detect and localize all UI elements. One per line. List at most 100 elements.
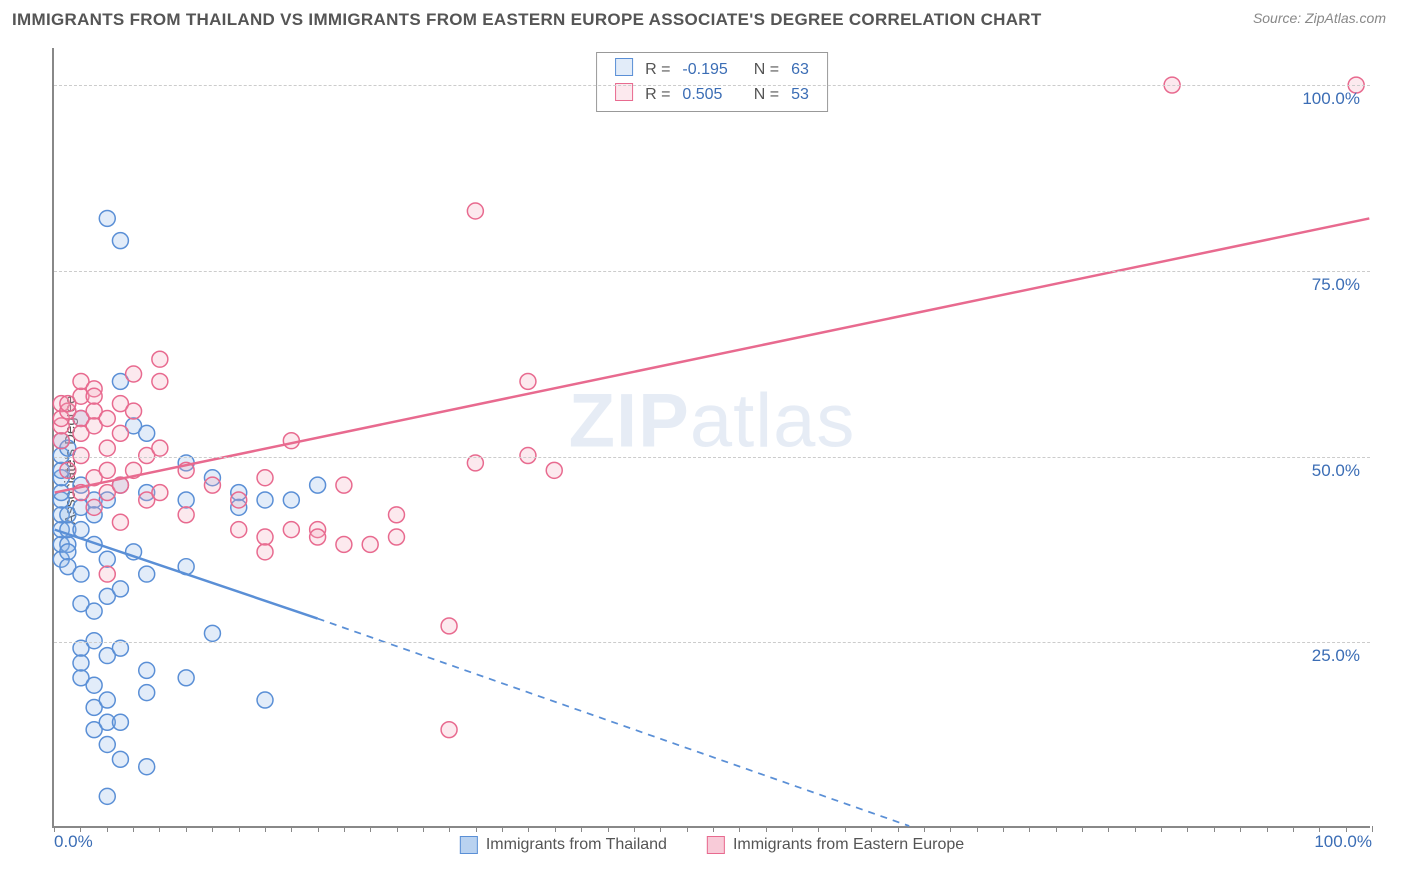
scatter-point <box>139 566 155 582</box>
x-tick <box>291 826 292 832</box>
scatter-point <box>112 233 128 249</box>
scatter-point <box>99 462 115 478</box>
source-value: ZipAtlas.com <box>1305 10 1386 26</box>
scatter-point <box>73 655 89 671</box>
scatter-point <box>231 492 247 508</box>
scatter-point <box>86 388 102 404</box>
x-tick <box>898 826 899 832</box>
x-tick <box>634 826 635 832</box>
scatter-point <box>86 603 102 619</box>
x-tick <box>1372 826 1373 832</box>
x-tick <box>1135 826 1136 832</box>
scatter-point <box>86 633 102 649</box>
scatter-point <box>73 522 89 538</box>
x-tick <box>608 826 609 832</box>
scatter-point <box>99 551 115 567</box>
x-tick <box>555 826 556 832</box>
scatter-point <box>152 440 168 456</box>
y-tick-label: 25.0% <box>1312 646 1360 666</box>
x-tick <box>1161 826 1162 832</box>
source-label: Source: <box>1253 10 1301 26</box>
x-tick <box>449 826 450 832</box>
gridline <box>54 271 1370 272</box>
x-tick <box>1240 826 1241 832</box>
x-tick <box>1214 826 1215 832</box>
gridline <box>54 85 1370 86</box>
scatter-point <box>257 492 273 508</box>
x-tick <box>186 826 187 832</box>
scatter-point <box>99 440 115 456</box>
scatter-point <box>310 529 326 545</box>
x-tick <box>397 826 398 832</box>
x-tick <box>845 826 846 832</box>
gridline <box>54 642 1370 643</box>
scatter-point <box>53 433 69 449</box>
legend-item: Immigrants from Eastern Europe <box>707 836 964 854</box>
scatter-point <box>99 737 115 753</box>
scatter-point <box>336 477 352 493</box>
x-tick <box>212 826 213 832</box>
legend-r-label: R = <box>639 57 676 82</box>
scatter-point <box>99 788 115 804</box>
scatter-point <box>546 462 562 478</box>
source-attribution: Source: ZipAtlas.com <box>1253 10 1386 26</box>
scatter-point <box>257 529 273 545</box>
x-tick <box>660 826 661 832</box>
x-tick <box>423 826 424 832</box>
x-tick <box>713 826 714 832</box>
x-tick <box>1003 826 1004 832</box>
chart-container: Associate's Degree ZIPatlas R =-0.195N =… <box>12 40 1392 880</box>
scatter-point <box>86 499 102 515</box>
legend-n-value: 63 <box>785 57 815 82</box>
scatter-point <box>204 477 220 493</box>
x-tick <box>950 826 951 832</box>
scatter-point <box>178 670 194 686</box>
legend-label: Immigrants from Eastern Europe <box>733 836 964 854</box>
trend-line <box>55 218 1370 492</box>
scatter-point <box>152 373 168 389</box>
scatter-point <box>257 692 273 708</box>
scatter-point <box>283 433 299 449</box>
scatter-point <box>520 448 536 464</box>
scatter-point <box>283 522 299 538</box>
scatter-point <box>73 448 89 464</box>
legend-row: R =-0.195N =63 <box>609 57 815 82</box>
legend-n-label: N = <box>748 57 785 82</box>
series-legend: Immigrants from Thailand Immigrants from … <box>460 836 964 854</box>
x-tick <box>133 826 134 832</box>
x-tick-label: 100.0% <box>1314 832 1372 852</box>
x-tick <box>107 826 108 832</box>
x-tick <box>977 826 978 832</box>
legend-swatch <box>460 836 478 854</box>
y-tick-label: 75.0% <box>1312 275 1360 295</box>
scatter-point <box>112 751 128 767</box>
plot-area: ZIPatlas R =-0.195N =63R =0.505N =53 Imm… <box>52 48 1370 828</box>
x-tick <box>1108 826 1109 832</box>
scatter-point <box>152 485 168 501</box>
x-tick <box>476 826 477 832</box>
x-tick <box>1293 826 1294 832</box>
scatter-point <box>86 677 102 693</box>
x-tick <box>687 826 688 832</box>
scatter-point <box>60 544 76 560</box>
scatter-point <box>441 618 457 634</box>
scatter-point <box>520 373 536 389</box>
legend-label: Immigrants from Thailand <box>486 836 667 854</box>
x-tick <box>1187 826 1188 832</box>
x-tick <box>528 826 529 832</box>
scatter-point <box>310 477 326 493</box>
scatter-point <box>152 351 168 367</box>
scatter-point <box>139 425 155 441</box>
scatter-point <box>112 425 128 441</box>
scatter-point <box>99 692 115 708</box>
scatter-point <box>204 625 220 641</box>
x-tick <box>502 826 503 832</box>
scatter-point <box>126 366 142 382</box>
scatter-point <box>139 685 155 701</box>
legend-swatch <box>707 836 725 854</box>
x-tick <box>318 826 319 832</box>
x-tick <box>370 826 371 832</box>
scatter-point <box>467 203 483 219</box>
y-tick-label: 50.0% <box>1312 461 1360 481</box>
y-tick-label: 100.0% <box>1302 89 1360 109</box>
